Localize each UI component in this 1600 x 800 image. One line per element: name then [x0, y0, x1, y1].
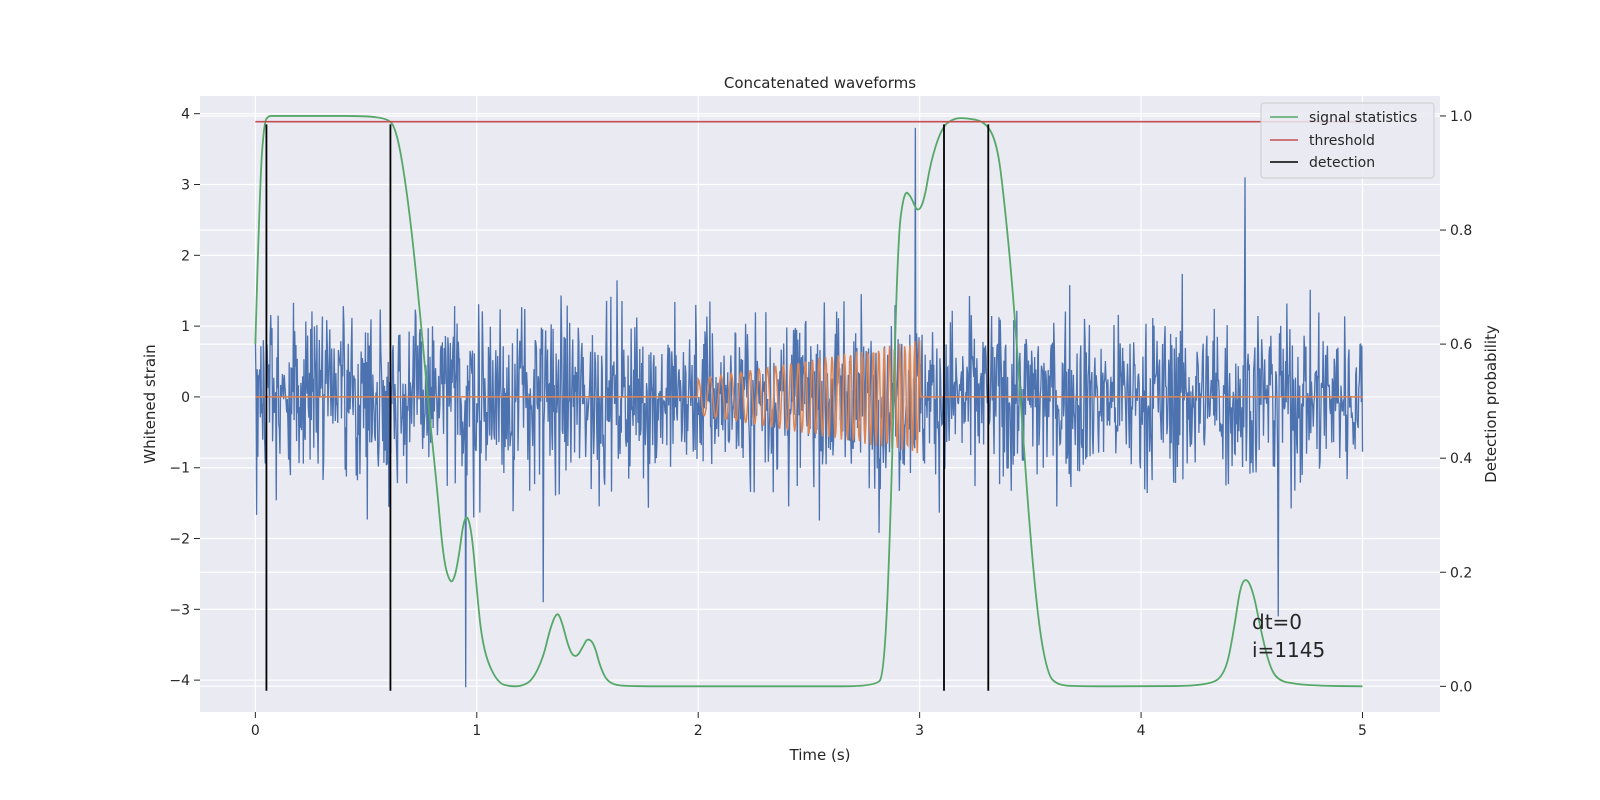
grid	[200, 96, 1440, 712]
x-tick-label: 2	[694, 723, 703, 739]
legend-frame	[1260, 102, 1435, 179]
series-layer	[254, 115, 1364, 691]
y-tick-label: 4	[181, 107, 190, 123]
axes: 0 1 2 3 4 5 −4 −3 −2 −1 0 1 2 3 4 0.0 0.2 0.4 0.6 0.8 1.0	[169, 107, 1472, 739]
x-tick-label: 3	[915, 723, 924, 739]
y-tick-label: −3	[169, 602, 190, 618]
legend-label-signal: signal statistics	[1309, 110, 1417, 126]
y2-tick-label: 0.8	[1450, 223, 1472, 239]
y-axis-label: Whitened strain	[141, 344, 159, 463]
x-tick-label: 5	[1358, 723, 1367, 739]
y-tick-label: 0	[181, 390, 190, 406]
y2-tick-label: 1.0	[1450, 109, 1472, 125]
y-tick-label: 3	[181, 178, 190, 194]
y-tick-label: 1	[181, 319, 190, 335]
legend-label-threshold: threshold	[1309, 133, 1375, 149]
x-tick-label: 4	[1137, 723, 1146, 739]
y-tick-label: −4	[169, 673, 190, 689]
x-tick-label: 1	[472, 723, 481, 739]
annotation-dt: dt=0	[1252, 610, 1302, 634]
y-tick-label: −2	[169, 532, 190, 548]
x-tick-label: 0	[251, 723, 260, 739]
signal-statistics-line	[254, 115, 1363, 688]
annotation-box: dt=0 i=1145	[1252, 610, 1325, 662]
y2-tick-label: 0.4	[1450, 451, 1472, 467]
y-tick-label: −1	[169, 461, 190, 477]
y2-tick-label: 0.6	[1450, 337, 1472, 353]
y2-axis-label: Detection probability	[1482, 325, 1500, 483]
annotation-index: i=1145	[1252, 638, 1325, 662]
strain-noise-line	[254, 127, 1364, 688]
legend: signal statistics threshold detection	[1260, 102, 1435, 179]
injected-chirp-line	[255, 340, 1363, 454]
x-axis-label: Time (s)	[789, 746, 851, 764]
y2-tick-label: 0.0	[1450, 679, 1472, 695]
y-tick-label: 2	[181, 248, 190, 264]
y2-tick-label: 0.2	[1450, 565, 1472, 581]
legend-label-detection: detection	[1309, 155, 1375, 171]
chart-title: Concatenated waveforms	[724, 74, 916, 92]
